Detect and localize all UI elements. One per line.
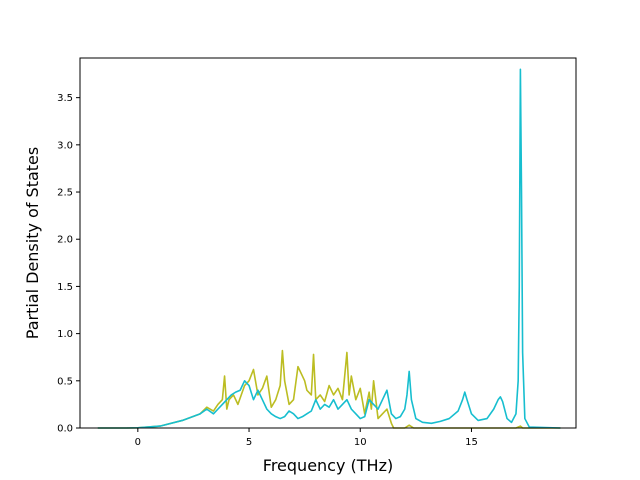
series-line-2	[97, 68, 561, 429]
x-tick-label: 15	[465, 437, 478, 448]
x-tick-label: 10	[354, 437, 367, 448]
x-axis-ticks: 0 5 10 15	[135, 428, 478, 448]
x-tick-label: 5	[246, 437, 252, 448]
plot-frame	[79, 57, 577, 429]
y-tick-label: 3.0	[57, 140, 73, 151]
y-tick-label: 1.0	[57, 329, 73, 340]
y-tick-label: 2.5	[57, 188, 73, 199]
x-tick-label: 0	[135, 437, 141, 448]
series-layer	[97, 68, 561, 429]
y-axis-label: Partial Density of States	[23, 147, 42, 339]
y-tick-label: 3.5	[57, 93, 73, 104]
series-line-1	[97, 349, 561, 429]
y-tick-label: 1.5	[57, 282, 73, 293]
y-tick-label: 0.0	[57, 424, 73, 435]
y-axis-ticks: 0.0 0.5 1.0 1.5 2.0 2.5 3.0 3.5	[57, 93, 80, 435]
x-axis-label: Frequency (THz)	[263, 456, 393, 475]
y-tick-label: 0.5	[57, 376, 73, 387]
y-tick-label: 2.0	[57, 235, 73, 246]
